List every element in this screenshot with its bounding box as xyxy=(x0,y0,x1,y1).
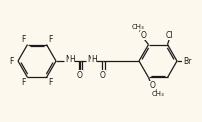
Text: F: F xyxy=(48,78,53,87)
Text: N: N xyxy=(65,56,71,65)
Text: CH₃: CH₃ xyxy=(132,24,145,30)
Text: F: F xyxy=(21,35,26,44)
Text: O: O xyxy=(100,71,106,80)
Text: H: H xyxy=(91,56,97,65)
Text: Br: Br xyxy=(183,56,191,66)
Text: O: O xyxy=(149,81,155,90)
Text: N: N xyxy=(87,56,93,65)
Text: F: F xyxy=(48,35,53,44)
Text: F: F xyxy=(21,78,26,87)
Text: Cl: Cl xyxy=(166,31,173,40)
Text: O: O xyxy=(77,71,83,80)
Text: F: F xyxy=(9,56,13,66)
Text: O: O xyxy=(141,31,146,40)
Text: CH₃: CH₃ xyxy=(152,92,165,97)
Text: H: H xyxy=(69,56,75,65)
